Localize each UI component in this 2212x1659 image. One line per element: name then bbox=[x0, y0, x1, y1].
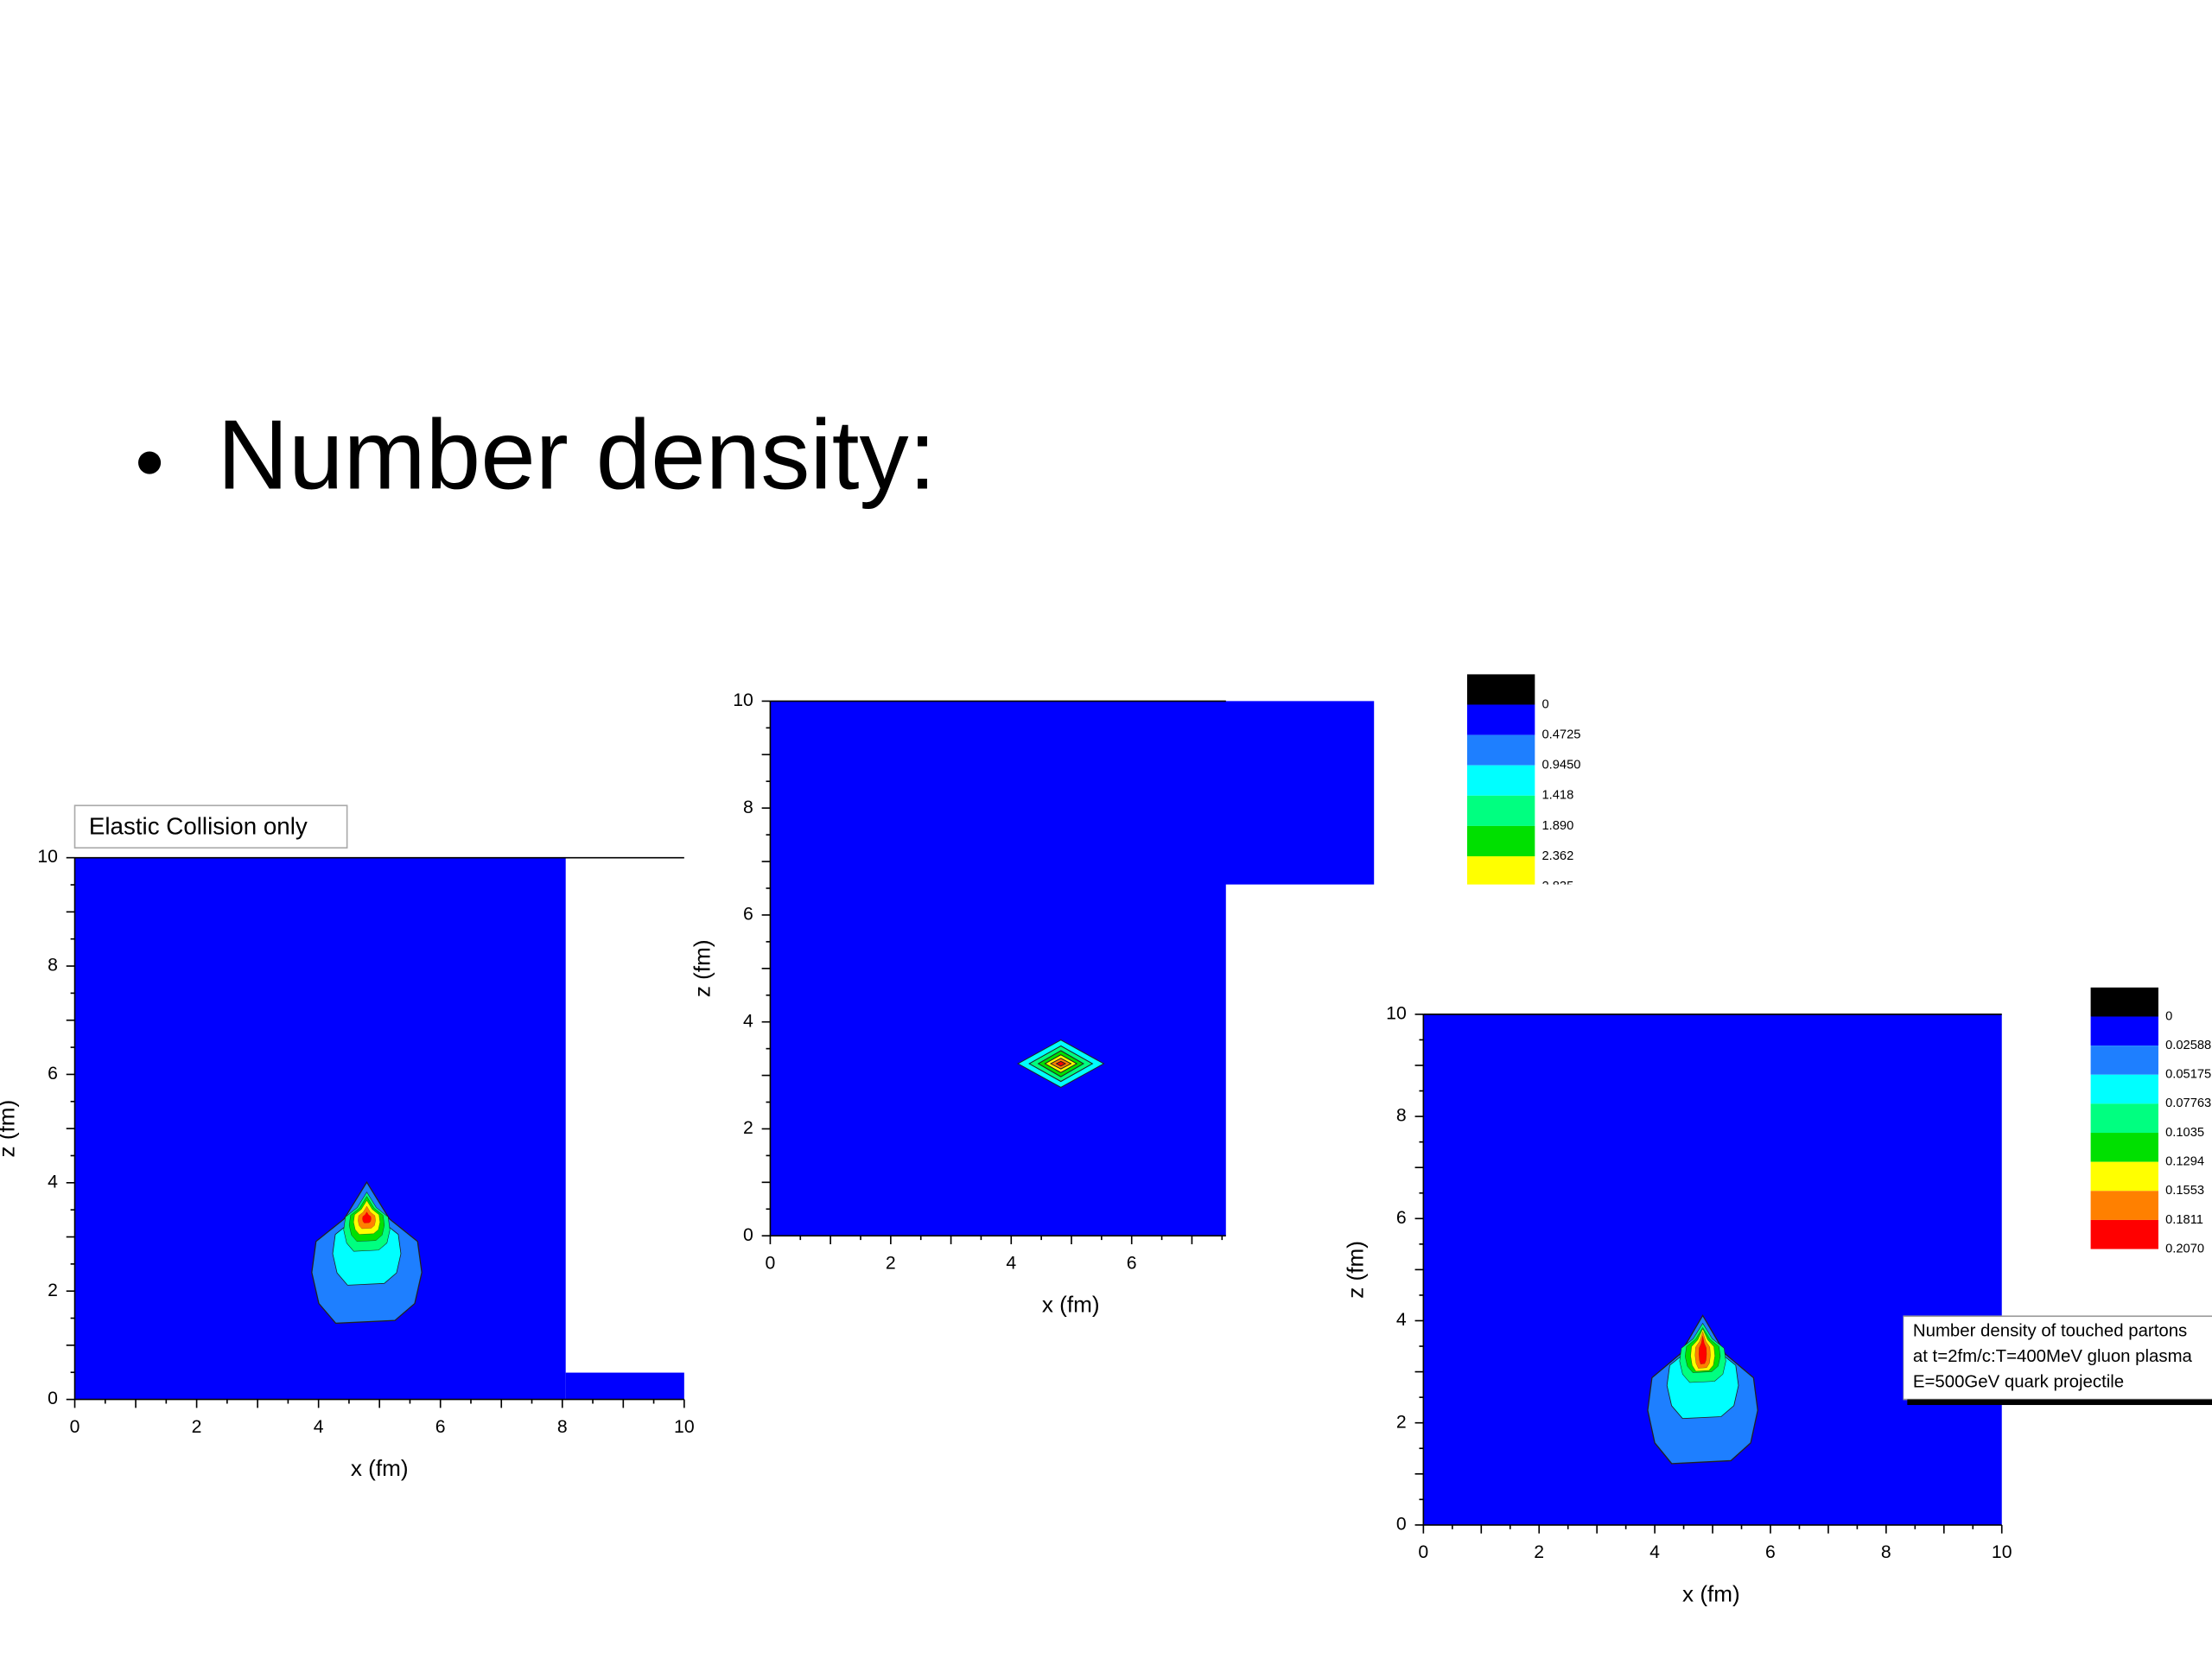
colorbar-label: 2.362 bbox=[1541, 849, 1573, 863]
y-tick-label: 4 bbox=[743, 1011, 753, 1031]
colorbar-label: 2.835 bbox=[1541, 880, 1573, 893]
x-tick-label: 0 bbox=[70, 1417, 80, 1437]
colorbar-label: 0.1035 bbox=[2165, 1126, 2204, 1140]
colorbar-label: 1.418 bbox=[1541, 789, 1573, 803]
x-tick-label: 6 bbox=[1765, 1542, 1776, 1562]
x-tick-label: 8 bbox=[1881, 1542, 1891, 1562]
colorbar-label: 0 bbox=[1541, 697, 1548, 711]
x-tick-label: 8 bbox=[557, 1417, 568, 1437]
y-tick-label: 4 bbox=[48, 1172, 58, 1192]
x-tick-label: 2 bbox=[1534, 1542, 1544, 1562]
colorbar: 0 0.02588 0.05175 0.07763 0.1035 0.1294 0.1553… bbox=[2090, 987, 2211, 1255]
contour bbox=[1017, 1039, 1105, 1089]
colorbar-label: 0 bbox=[2165, 1009, 2172, 1023]
note-box bbox=[1903, 1315, 2212, 1401]
colorbar-label: 0.2070 bbox=[2165, 1242, 2204, 1255]
x-tick-label: 4 bbox=[1006, 1253, 1016, 1273]
colorbar-swatch bbox=[1466, 765, 1535, 796]
note-shadow bbox=[1907, 1399, 2212, 1406]
x-axis-label: x (fm) bbox=[1042, 1292, 1100, 1318]
field bbox=[74, 857, 566, 1400]
y-tick-label: 8 bbox=[48, 956, 58, 976]
note-line: Number density of touched partons bbox=[1913, 1322, 2187, 1341]
legend-box bbox=[73, 804, 348, 849]
y-tick-label: 2 bbox=[743, 1118, 753, 1138]
y-axis-label: z (fm) bbox=[0, 1100, 20, 1158]
y-tick-label: 4 bbox=[1396, 1310, 1407, 1330]
colorbar-swatch bbox=[1466, 734, 1535, 766]
y-tick-label: 0 bbox=[48, 1389, 58, 1408]
note-line: E=500GeV quark projectile bbox=[1913, 1372, 2124, 1391]
x-tick-label: 4 bbox=[1649, 1542, 1660, 1562]
y-tick-label: 8 bbox=[743, 798, 753, 817]
x-tick-label: 2 bbox=[886, 1253, 896, 1273]
plot-2 bbox=[770, 701, 1375, 1236]
x-axis-label: x (fm) bbox=[1682, 1580, 1740, 1606]
y-tick-label: 10 bbox=[1386, 1003, 1407, 1023]
colorbar-label: 0.1553 bbox=[2165, 1184, 2204, 1198]
plot-1: Elastic Collision only bbox=[73, 804, 684, 1400]
colorbar-label: 0.1294 bbox=[2165, 1155, 2204, 1169]
y-tick-label: 2 bbox=[48, 1281, 58, 1300]
y-tick-label: 10 bbox=[733, 690, 753, 710]
colorbar-label: 0.4725 bbox=[1541, 728, 1580, 741]
colorbar-swatch bbox=[2090, 1161, 2158, 1192]
colorbar-swatch bbox=[2090, 987, 2158, 1017]
x-tick-label: 0 bbox=[766, 1253, 776, 1273]
note-line: at t=2fm/c:T=400MeV gluon plasma bbox=[1913, 1347, 2193, 1366]
y-tick-label: 8 bbox=[1396, 1106, 1407, 1126]
colorbar-label: 0.1811 bbox=[2165, 1213, 2203, 1227]
field bbox=[565, 1372, 684, 1400]
colorbar-label: 1.890 bbox=[1541, 819, 1573, 833]
y-tick-label: 6 bbox=[743, 905, 753, 925]
x-tick-label: 2 bbox=[192, 1417, 202, 1437]
colorbar-swatch bbox=[2090, 1016, 2158, 1046]
x-tick-label: 10 bbox=[1992, 1542, 2012, 1562]
bullet-text: Number density: bbox=[217, 401, 936, 511]
bullet-dot bbox=[138, 451, 162, 474]
y-axis-label: z (fm) bbox=[690, 939, 715, 997]
y-tick-label: 0 bbox=[1396, 1515, 1407, 1535]
colorbar-label: 0.07763 bbox=[2165, 1096, 2211, 1110]
colorbar-swatch bbox=[2090, 1191, 2158, 1220]
colorbar-swatch bbox=[1466, 856, 1535, 885]
x-tick-label: 4 bbox=[314, 1417, 324, 1437]
y-tick-label: 0 bbox=[743, 1225, 753, 1245]
colorbar: 0 0.4725 0.9450 1.418 1.890 2.362 2.835 bbox=[1466, 674, 1580, 893]
colorbar-label: 0.05175 bbox=[2165, 1068, 2211, 1082]
plot-3: Number density of touched partons at t=2… bbox=[1423, 1014, 2212, 1525]
generated: 0 2 4 6 8 10 0 2 4 6 8 10 x (fm) z (fm) 0 2 4 6 0 2 4 6 8 10 x (… bbox=[0, 674, 2211, 1606]
colorbar-swatch bbox=[1466, 825, 1535, 857]
colorbar-swatch bbox=[1466, 795, 1535, 826]
x-tick-label: 0 bbox=[1418, 1542, 1428, 1562]
colorbar-label: 0.9450 bbox=[1541, 759, 1580, 772]
colorbar-label: 0.02588 bbox=[2165, 1039, 2211, 1052]
y-tick-label: 6 bbox=[48, 1064, 58, 1084]
colorbar-swatch bbox=[2090, 1074, 2158, 1104]
field bbox=[770, 701, 1375, 1236]
y-tick-label: 10 bbox=[37, 847, 58, 867]
x-axis-label: x (fm) bbox=[351, 1455, 409, 1481]
legend-text: Elastic Collision only bbox=[89, 813, 308, 840]
colorbar-swatch bbox=[2090, 1103, 2158, 1134]
colorbar-swatch bbox=[1466, 704, 1535, 735]
y-tick-label: 2 bbox=[1396, 1412, 1407, 1432]
note: Number density of touched partons at t=2… bbox=[1903, 1315, 2212, 1406]
x-tick-label: 10 bbox=[674, 1417, 695, 1437]
x-tick-label: 6 bbox=[435, 1417, 446, 1437]
y-tick-label: 6 bbox=[1396, 1208, 1407, 1228]
y-axis-label: z (fm) bbox=[1343, 1241, 1369, 1299]
colorbar-swatch bbox=[2090, 1133, 2158, 1162]
colorbar-swatch bbox=[1466, 674, 1535, 705]
colorbar-swatch bbox=[2090, 1046, 2158, 1075]
x-tick-label: 6 bbox=[1127, 1253, 1137, 1273]
colorbar-swatch bbox=[2090, 1219, 2158, 1249]
